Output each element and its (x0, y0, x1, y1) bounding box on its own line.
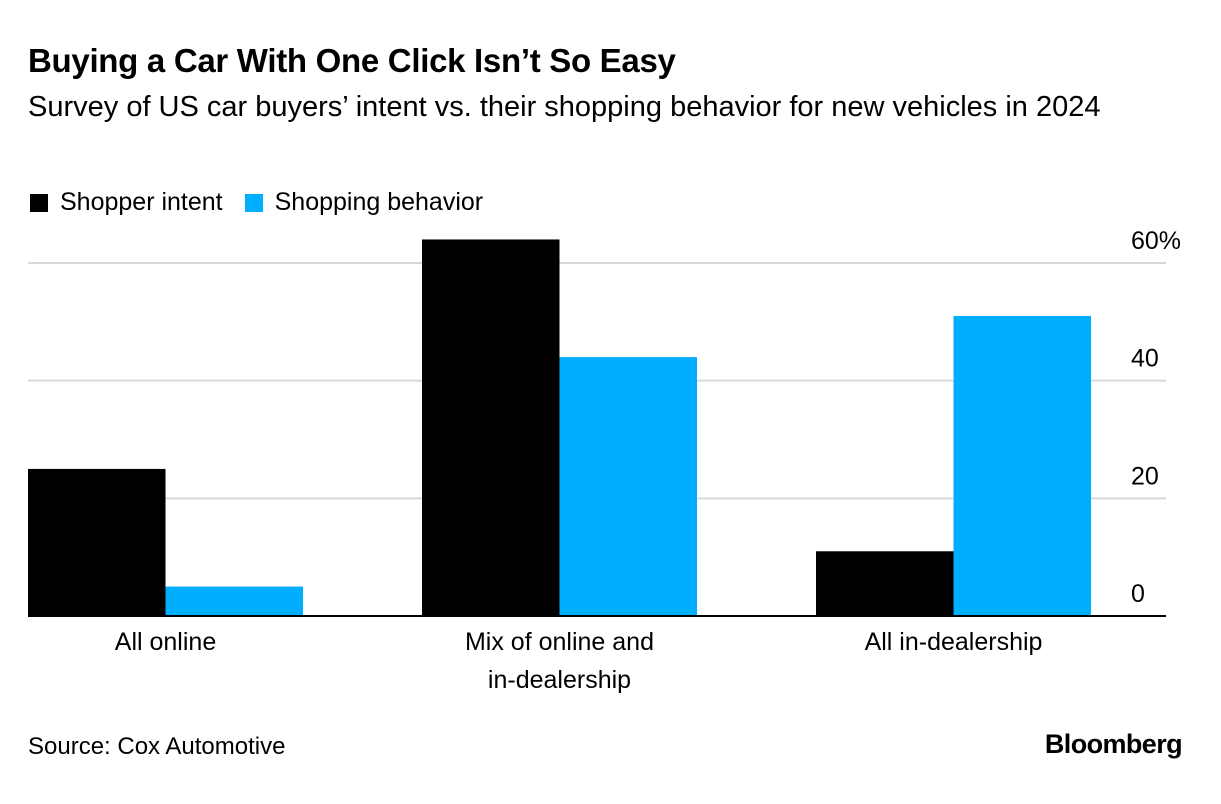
legend-item-intent: Shopper intent (30, 188, 223, 217)
bar-behavior-1 (559, 357, 697, 616)
axis-labels: 60% 40 20 0 All online Mix of online and in-de… (115, 227, 1181, 694)
x-tick-label-line: in-dealership (488, 666, 631, 694)
x-tick-label-0: All online (115, 628, 216, 656)
chart-subtitle: Survey of US car buyers’ intent vs. thei… (28, 91, 1101, 123)
chart-title: Buying a Car With One Click Isn’t So Eas… (28, 42, 676, 79)
bar-chart: 60% 40 20 0 All online Mix of online and in-de… (28, 227, 1181, 694)
x-tick-label-2: All in-dealership (865, 628, 1043, 656)
legend-label-behavior: Shopping behavior (274, 188, 484, 216)
legend-swatch-behavior (244, 193, 263, 212)
chart-legend: Shopper intent Shopping behavior (30, 188, 505, 217)
source-note: Source: Cox Automotive (28, 733, 286, 760)
bloomberg-logo: Bloomberg (1044, 729, 1183, 759)
legend-item-behavior: Shopping behavior (244, 188, 484, 217)
y-tick-label-40: 40 (1131, 345, 1159, 373)
bars (28, 239, 1091, 616)
x-tick-label-line: All online (115, 628, 216, 656)
x-tick-label-line: All in-dealership (865, 628, 1043, 656)
bar-intent-0 (28, 468, 166, 616)
y-tick-label-60: 60% (1131, 227, 1181, 255)
bar-behavior-0 (165, 586, 303, 616)
bar-intent-2 (816, 551, 954, 616)
legend-label-intent: Shopper intent (60, 188, 223, 216)
y-tick-label-20: 20 (1131, 462, 1159, 490)
bar-intent-1 (422, 239, 560, 616)
x-tick-label-1: Mix of online and in-dealership (465, 628, 654, 694)
bar-behavior-2 (953, 315, 1091, 616)
legend-swatch-intent (30, 193, 48, 212)
y-tick-label-0: 0 (1131, 580, 1145, 608)
x-tick-label-line: Mix of online and (465, 628, 654, 656)
